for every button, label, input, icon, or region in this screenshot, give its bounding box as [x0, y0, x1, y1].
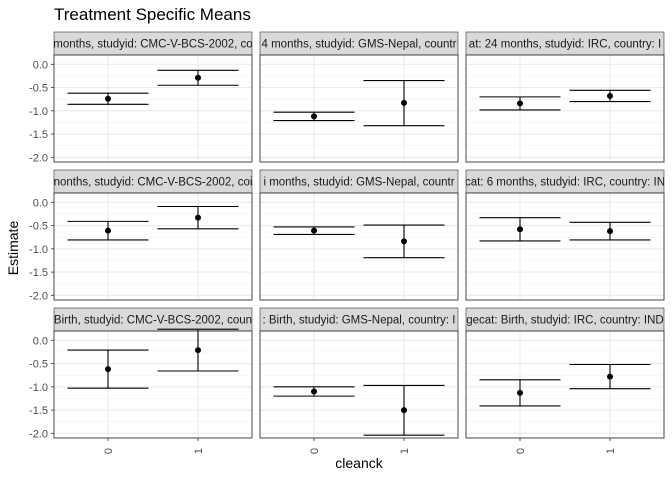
estimate-point [311, 227, 317, 234]
estimate-point [195, 214, 201, 221]
estimate-point [517, 226, 523, 233]
estimate-point [517, 389, 523, 396]
x-tick-label: 1 [193, 448, 205, 454]
panel-border [465, 54, 665, 163]
facet-panels: months, studyid: CMC-V-BCS-2002, co 0.0 -0… [29, 31, 665, 454]
panel-background [54, 55, 252, 162]
y-tick-label: -1.5 [29, 129, 48, 141]
estimate-point [105, 366, 111, 373]
panel-border [465, 330, 665, 439]
facet-strip-label: nonths, studyid: CMC-V-BCS-2002, coi [54, 177, 253, 189]
facet-strip-label: gecat: Birth, studyid: IRC, country: IND [466, 315, 664, 327]
facet-panel-8: : Birth, studyid: GMS-Nepal, country: I 0… [259, 307, 459, 454]
facet-panel-2: 4 months, studyid: GMS-Nepal, countr [259, 31, 459, 163]
facet-strip-label: at: 24 months, studyid: IRC, country: I [469, 39, 661, 51]
estimate-point [311, 113, 317, 120]
panel-border [259, 192, 459, 301]
y-tick-label: 0.0 [33, 335, 48, 347]
facet-strip-label: 4 months, studyid: GMS-Nepal, countr [262, 39, 457, 51]
estimate-point [517, 100, 523, 107]
facet-strip-label: : Birth, studyid: GMS-Nepal, country: I [262, 315, 455, 327]
facet-panel-3: at: 24 months, studyid: IRC, country: I [465, 31, 665, 163]
facet-panel-1: months, studyid: CMC-V-BCS-2002, co 0.0 -0… [29, 31, 253, 164]
estimate-point [401, 99, 407, 106]
panel-background [54, 331, 252, 438]
panel-border [53, 330, 253, 439]
panel-background [260, 193, 458, 300]
estimate-point [607, 373, 613, 380]
facet-strip-label: cat: 6 months, studyid: IRC, country: IN [465, 177, 665, 189]
estimate-point [401, 407, 407, 414]
panel-background [260, 331, 458, 438]
y-tick-label: -1.0 [29, 382, 48, 394]
y-tick-label: -1.5 [29, 405, 48, 417]
estimate-point [311, 388, 317, 395]
y-tick-label: -2.0 [29, 152, 48, 164]
estimate-point [401, 238, 407, 245]
estimate-point [105, 95, 111, 102]
panel-background [466, 193, 664, 300]
estimate-point [607, 92, 613, 99]
y-tick-label: -0.5 [29, 359, 48, 371]
estimate-point [607, 228, 613, 235]
facet-strip-label: Birth, studyid: CMC-V-BCS-2002, coun [54, 315, 252, 327]
y-tick-label: -1.0 [29, 244, 48, 256]
facet-strip-label: months, studyid: CMC-V-BCS-2002, co [53, 39, 252, 51]
panel-border [53, 192, 253, 301]
panel-border [465, 192, 665, 301]
facet-strip-label: i months, studyid: GMS-Nepal, countr [263, 177, 454, 189]
chart-title: Treatment Specific Means [54, 5, 251, 24]
panel-background [466, 331, 664, 438]
y-axis-title: Estimate [5, 221, 21, 276]
panel-background [54, 193, 252, 300]
y-tick-label: -1.0 [29, 106, 48, 118]
facet-panel-7: Birth, studyid: CMC-V-BCS-2002, coun 0.0 -… [29, 307, 253, 454]
y-tick-label: 0.0 [33, 197, 48, 209]
x-tick-label: 0 [103, 448, 115, 454]
estimate-point [105, 227, 111, 234]
y-tick-label: -2.0 [29, 428, 48, 440]
x-axis-title: cleanck [335, 455, 383, 471]
estimate-point [195, 74, 201, 81]
y-tick-label: -2.0 [29, 290, 48, 302]
estimate-point [195, 347, 201, 354]
panel-border [259, 330, 459, 439]
y-tick-label: -0.5 [29, 83, 48, 95]
y-tick-label: -1.5 [29, 267, 48, 279]
facet-panel-9: gecat: Birth, studyid: IRC, country: IND… [465, 307, 665, 454]
x-tick-label: 1 [605, 448, 617, 454]
panel-border [259, 54, 459, 163]
x-tick-label: 0 [515, 448, 527, 454]
panel-background [466, 55, 664, 162]
x-tick-label: 1 [399, 448, 411, 454]
x-tick-label: 0 [309, 448, 321, 454]
panel-border [53, 54, 253, 163]
y-tick-label: -0.5 [29, 221, 48, 233]
panel-background [260, 55, 458, 162]
facet-panel-5: i months, studyid: GMS-Nepal, countr [259, 169, 459, 301]
y-tick-label: 0.0 [33, 59, 48, 71]
facet-panel-4: nonths, studyid: CMC-V-BCS-2002, coi 0.0 -… [29, 169, 253, 302]
facet-panel-6: cat: 6 months, studyid: IRC, country: IN [465, 169, 665, 301]
